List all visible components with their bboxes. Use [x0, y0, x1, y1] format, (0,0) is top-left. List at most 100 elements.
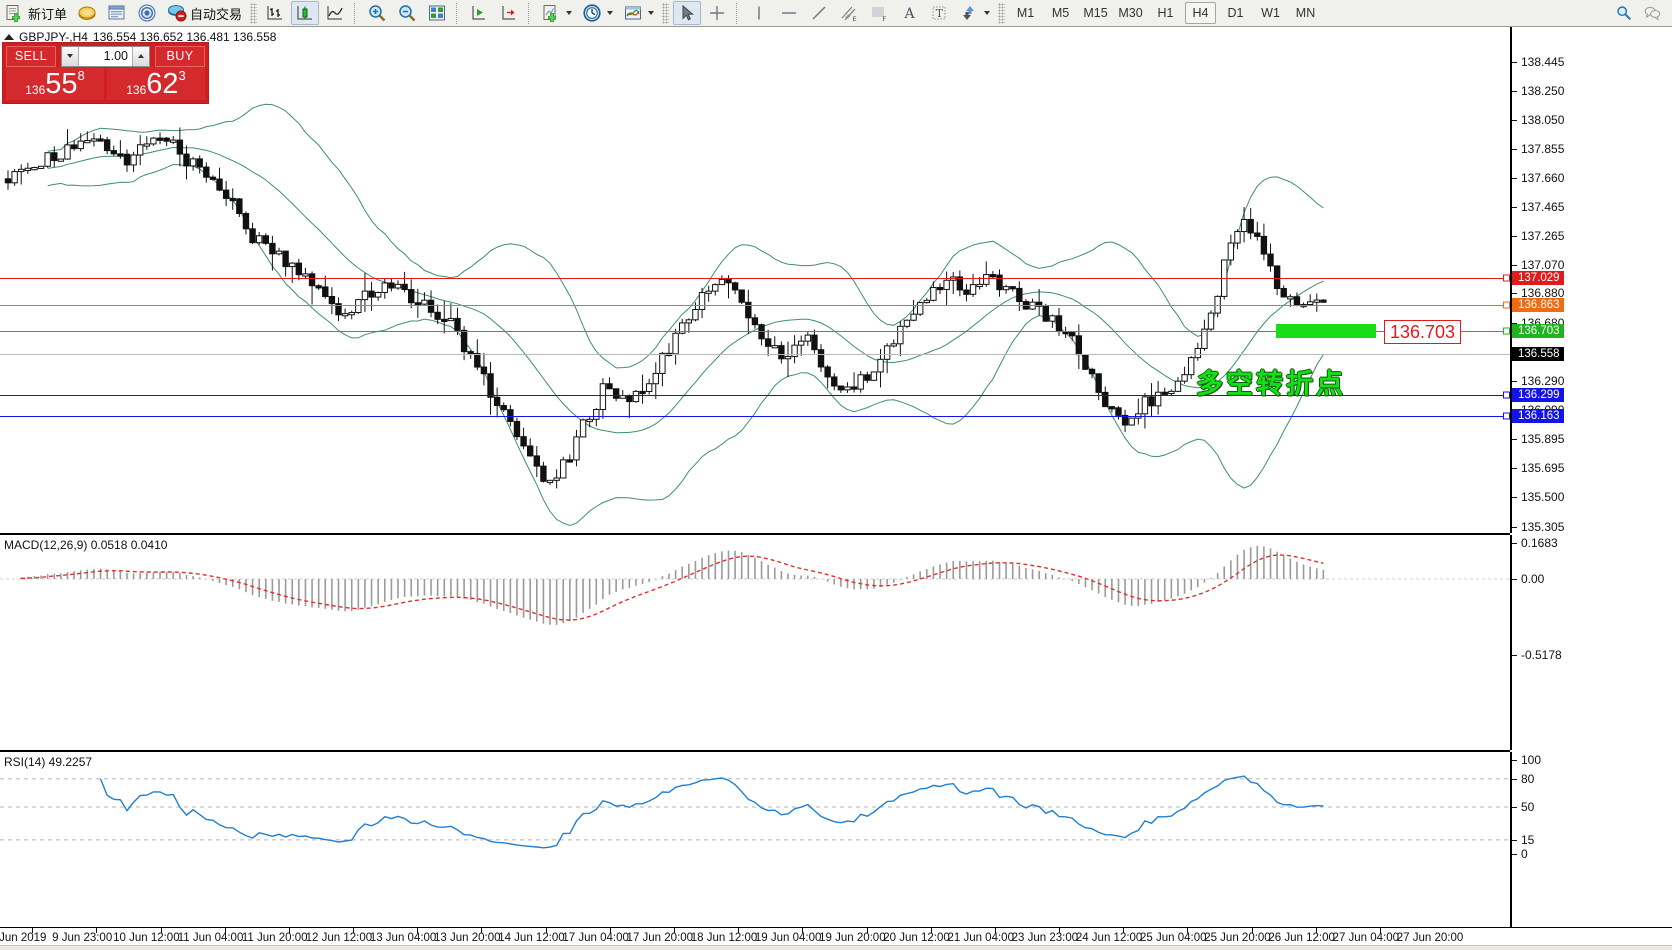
terminal-button[interactable] — [103, 1, 131, 25]
price-line-label[interactable]: 136.863 — [1503, 298, 1564, 312]
macd-axis[interactable]: 0.1683 0.00 -0.5178 — [1510, 535, 1672, 750]
new-chart-button[interactable] — [537, 1, 576, 25]
candlestick — [4, 170, 12, 190]
timeframe-w1[interactable]: W1 — [1261, 6, 1280, 20]
auto-scroll-button[interactable] — [465, 1, 493, 25]
time-axis-tick — [160, 928, 162, 933]
candlestick — [255, 231, 263, 245]
price-axis[interactable]: 138.445 138.250 138.050 137.855 137.660 137.2… — [1503, 27, 1672, 534]
timeframe-m15[interactable]: M15 — [1083, 6, 1108, 20]
bar-chart-button[interactable] — [261, 1, 289, 25]
volume-value[interactable]: 1.00 — [103, 48, 128, 63]
chat-button[interactable] — [1639, 1, 1665, 25]
signals-button[interactable] — [133, 1, 161, 25]
cursor-tool-button[interactable] — [673, 1, 702, 25]
price-level-line[interactable] — [0, 395, 1510, 396]
toolbar-grip-3[interactable] — [998, 2, 1006, 24]
trendline-tool-button[interactable] — [805, 1, 833, 25]
timeframe-m5[interactable]: M5 — [1051, 6, 1070, 20]
timeframe-h4[interactable]: H4 — [1185, 2, 1217, 24]
symbols-button[interactable] — [73, 1, 101, 25]
time-axis-tick — [1059, 928, 1061, 933]
timeframe-m30[interactable]: M30 — [1118, 6, 1143, 20]
price-level-line[interactable] — [0, 278, 1510, 279]
arrows-tool-button[interactable] — [955, 1, 994, 25]
candlestick — [573, 429, 580, 467]
green-highlight-marker[interactable] — [1276, 324, 1376, 338]
price-level-line[interactable] — [0, 305, 1510, 306]
zoom-out-button[interactable] — [393, 1, 421, 25]
timeframe-m1[interactable]: M1 — [1016, 6, 1035, 20]
timeframe-h1[interactable]: H1 — [1157, 6, 1174, 20]
price-line-label[interactable]: 136.558 — [1512, 347, 1564, 361]
volume-increment-button[interactable] — [132, 46, 149, 66]
toolbar-grip[interactable] — [250, 2, 258, 24]
buy-price-display[interactable]: 136 62 3 — [107, 67, 205, 100]
candlestick — [923, 297, 930, 304]
toolbar-grip-2[interactable] — [662, 2, 670, 24]
line-chart-button[interactable] — [321, 1, 349, 25]
rsi-panel[interactable]: 100 80 50 15 0 — [0, 752, 1672, 927]
vertical-line-tool-button[interactable] — [745, 1, 773, 25]
volume-decrement-button[interactable] — [62, 46, 79, 66]
buy-button[interactable]: BUY — [155, 45, 205, 67]
macd-plot[interactable] — [0, 535, 1510, 750]
price-panel[interactable]: 138.445 138.250 138.050 137.855 137.660 137.2… — [0, 27, 1672, 534]
price-level-line[interactable] — [0, 354, 1510, 355]
crosshair-tool-button[interactable] — [703, 1, 731, 25]
collapse-triangle-icon[interactable] — [4, 34, 14, 40]
rsi-plot[interactable] — [0, 752, 1510, 927]
new-chart-dropdown-icon[interactable] — [566, 11, 573, 15]
arrows-dropdown-icon[interactable] — [984, 11, 991, 15]
price-line-handle[interactable] — [1503, 412, 1510, 420]
price-line-label[interactable]: 136.299 — [1503, 388, 1564, 402]
panel-separator-2[interactable] — [0, 750, 1510, 752]
price-level-line[interactable] — [0, 331, 1510, 332]
price-line-label[interactable]: 136.703 — [1503, 324, 1564, 338]
time-axis-tick — [353, 928, 355, 933]
macd-panel[interactable]: 0.1683 0.00 -0.5178 — [0, 535, 1672, 750]
time-axis-tick — [96, 928, 98, 933]
templates-dropdown-icon[interactable] — [648, 11, 655, 15]
axis-tick: -0.5178 — [1512, 648, 1562, 662]
panel-separator-1[interactable] — [0, 533, 1510, 535]
timeframe-mn[interactable]: MN — [1295, 6, 1316, 20]
rsi-axis[interactable]: 100 80 50 15 0 — [1510, 752, 1672, 927]
equidistant-channel-button[interactable]: E — [835, 1, 863, 25]
sell-button[interactable]: SELL — [6, 45, 56, 67]
zoom-in-button[interactable] — [363, 1, 391, 25]
price-line-handle[interactable] — [1503, 327, 1510, 335]
chart-shift-button[interactable] — [423, 1, 451, 25]
chart-shift-toggle-button[interactable] — [495, 1, 523, 25]
new-order-button[interactable]: 新订单 — [1, 1, 71, 25]
time-axis-label: 27 Jun 04:00 — [1332, 932, 1400, 944]
period-button[interactable] — [578, 1, 617, 25]
price-line-label[interactable]: 136.163 — [1503, 409, 1564, 423]
chart-area[interactable]: 138.445 138.250 138.050 137.855 137.660 137.2… — [0, 27, 1672, 950]
candlestick-chart-button[interactable] — [291, 1, 320, 25]
auto-trading-button[interactable]: 自动交易 — [163, 1, 246, 25]
candlestick — [103, 136, 111, 155]
price-line-handle[interactable] — [1503, 274, 1510, 282]
chart-annotation-text[interactable]: 多空转折点 — [1196, 369, 1346, 400]
horizontal-line-tool-button[interactable] — [775, 1, 803, 25]
sell-price-display[interactable]: 136 55 8 — [6, 67, 104, 100]
price-line-handle[interactable] — [1503, 301, 1510, 309]
search-button[interactable] — [1611, 1, 1637, 25]
annotation-price-box[interactable]: 136.703 — [1384, 320, 1462, 344]
volume-stepper[interactable]: 1.00 — [61, 45, 150, 67]
templates-button[interactable] — [619, 1, 658, 25]
text-label-tool-button[interactable]: T — [925, 1, 953, 25]
arrow-symbols-icon — [959, 3, 979, 23]
timeframe-d1[interactable]: D1 — [1227, 6, 1244, 20]
price-plot[interactable] — [0, 27, 1510, 533]
price-line-label[interactable]: 137.029 — [1503, 271, 1564, 285]
price-level-line[interactable] — [0, 416, 1510, 417]
price-line-handle[interactable] — [1503, 391, 1510, 399]
fibonacci-tool-button[interactable]: F — [865, 1, 893, 25]
period-dropdown-icon[interactable] — [607, 11, 614, 15]
text-tool-button[interactable]: A — [895, 1, 923, 25]
candlestick — [652, 362, 659, 400]
one-click-trading-panel[interactable]: SELL 1.00 BUY 136 55 8 — [2, 42, 209, 104]
